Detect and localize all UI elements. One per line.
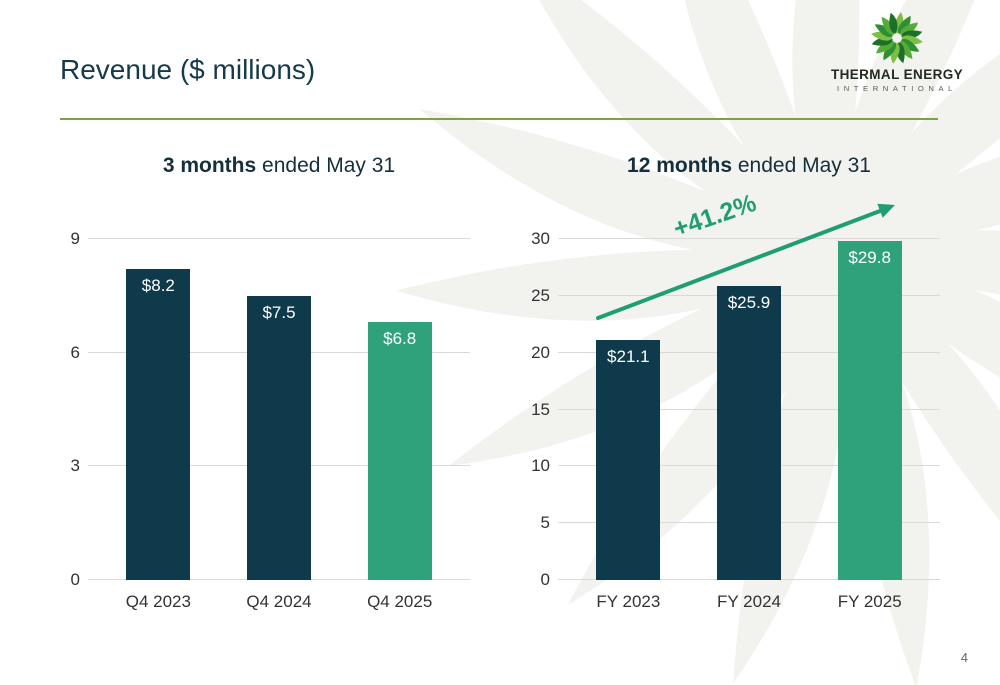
x-axis-label: FY 2024 (717, 592, 781, 611)
y-axis-tick: 0 (540, 570, 550, 589)
y-axis-tick: 25 (531, 285, 550, 305)
bar-q4-2023: $8.2 (126, 269, 191, 580)
chart-heading: 12 months ended May 31 (558, 154, 940, 178)
plot-area: $8.2 $7.5 $6.8 0 3 6 9 (71, 229, 470, 589)
x-axis-label: Q4 2023 (125, 592, 191, 611)
chart-heading-rest: ended May 31 (262, 154, 396, 177)
bar-fy-2024: $25.9 (717, 285, 781, 580)
x-axis-label: FY 2023 (596, 592, 661, 611)
y-axis-tick: 6 (70, 342, 80, 362)
y-axis-tick: 30 (531, 229, 550, 248)
bar-slot: $21.1 (568, 239, 689, 580)
page-number: 4 (960, 650, 968, 665)
bar-value-label: $8.2 (141, 276, 175, 296)
x-axis-labels: FY 2023 FY 2024 FY 2025 (558, 592, 940, 612)
x-axis-label: Q4 2025 (367, 592, 433, 611)
bar-value-label: $6.8 (383, 329, 417, 349)
bar-value-label: $7.5 (262, 302, 296, 322)
x-axis-labels: Q4 2023 Q4 2024 Q4 2025 (88, 592, 470, 612)
y-axis-tick: 5 (540, 513, 550, 533)
bars: $8.2 $7.5 $6.8 (88, 239, 470, 580)
bar-slot: $8.2 (98, 239, 219, 580)
y-axis-tick: 20 (531, 342, 550, 362)
y-axis-tick: 10 (531, 456, 550, 476)
logo-text-line2: INTERNATIONAL (837, 84, 957, 93)
bar-slot: $25.9 (689, 239, 810, 580)
x-axis-label: Q4 2024 (246, 592, 312, 611)
gridline (88, 238, 470, 239)
x-axis-label: FY 2025 (837, 592, 902, 611)
bar-slot: $6.8 (339, 239, 460, 580)
chart-heading: 3 months ended May 31 (88, 154, 470, 178)
chart-heading-rest: ended May 31 (737, 154, 871, 177)
title-underline (60, 118, 938, 120)
y-axis-tick: 9 (70, 229, 80, 248)
bar-q4-2024: $7.5 (247, 295, 311, 580)
bar-slot: $29.8 (809, 239, 930, 580)
plot-area: $21.1 $25.9 $29.8 0 5 10 15 20 25 30 (531, 229, 940, 589)
sunburst-logo-icon (871, 12, 923, 64)
chart-12-months: 12 months ended May 31 $21.1 $25.9 $29.8 0… (530, 152, 940, 632)
bar-fy-2023: $21.1 (596, 340, 661, 580)
y-axis-tick: 0 (70, 570, 80, 589)
page-title: Revenue ($ millions) (60, 54, 316, 85)
y-axis-tick: 15 (531, 399, 550, 419)
chart-heading-bold: 3 months (162, 154, 263, 177)
chart-heading-bold: 12 months (627, 154, 738, 177)
bar-value-label: $21.1 (607, 347, 650, 367)
bar-slot: $7.5 (219, 239, 340, 580)
bar-value-label: $25.9 (727, 292, 771, 312)
bars: $21.1 $25.9 $29.8 (558, 239, 940, 580)
bar-fy-2025: $29.8 (837, 241, 902, 580)
thermal-energy-logo: THERMAL ENERGY INTERNATIONAL (808, 10, 986, 93)
logo-text-line1: THERMAL ENERGY (830, 67, 964, 82)
y-axis-tick: 3 (70, 456, 80, 476)
bar-q4-2025: $6.8 (367, 322, 432, 580)
bar-value-label: $29.8 (848, 248, 891, 268)
